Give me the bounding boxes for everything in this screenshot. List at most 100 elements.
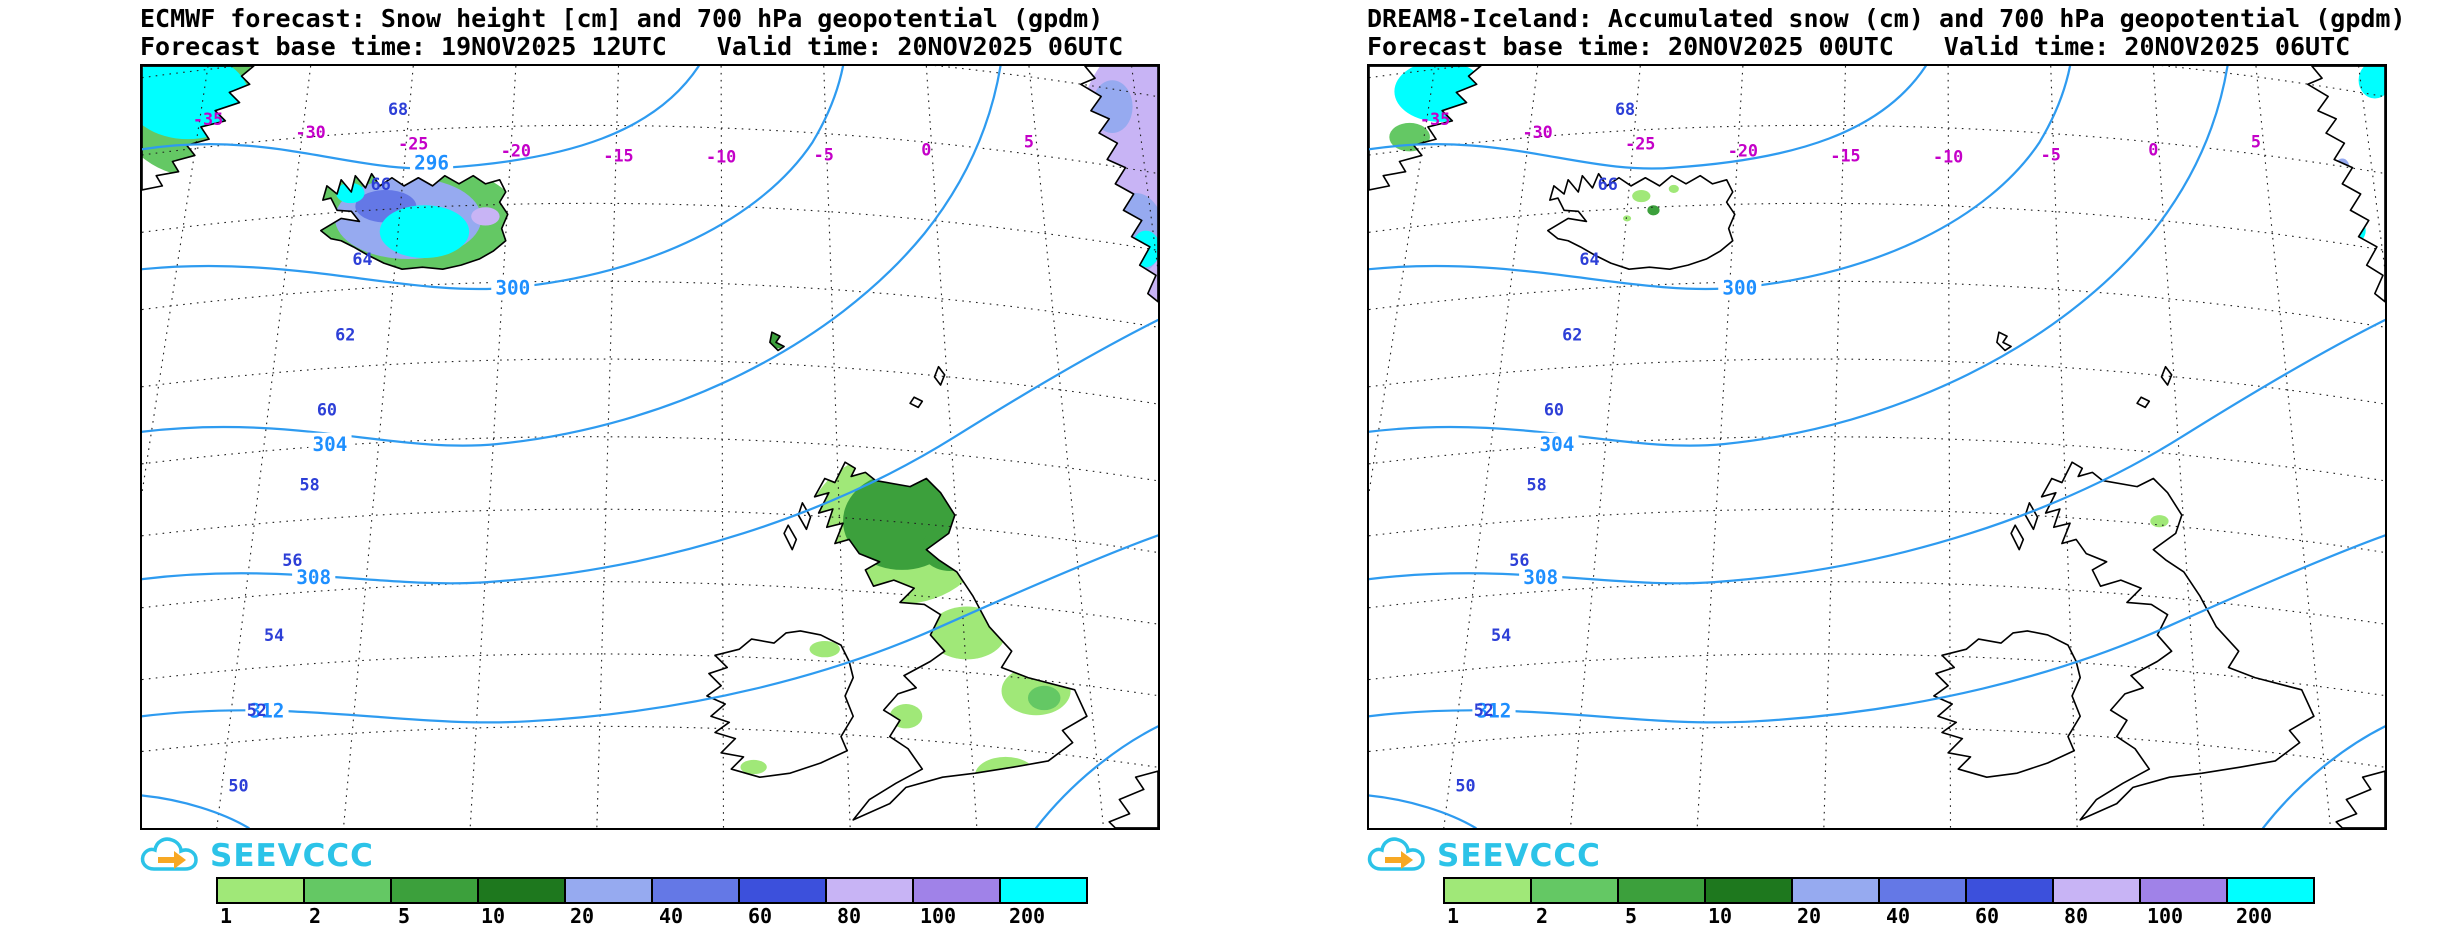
snow-legend: 1 2 5 10 20 40 60 80 100 200 [1443,877,2337,925]
latitude-labels: 68 66 64 62 60 58 56 54 52 50 [228,99,408,796]
svg-text:-35: -35 [1420,109,1450,129]
legend-value-label: 60 [1974,904,2000,925]
svg-text:60: 60 [1544,400,1564,420]
legend-color-box [912,877,1001,904]
seevccc-logo: SEEVCCC [1365,834,1601,878]
svg-text:58: 58 [300,475,320,495]
svg-text:5: 5 [1024,131,1034,151]
legend-value-label: 10 [480,904,506,925]
legend-value-label: 100 [2146,904,2184,925]
svg-text:0: 0 [2148,139,2158,159]
legend-value-label: 80 [2063,904,2089,925]
legend-color-box [651,877,740,904]
svg-text:312: 312 [1477,699,1512,722]
legend-color-box [2226,877,2315,904]
latitude-labels: 68 66 64 62 60 58 56 54 52 50 [1455,99,1635,796]
svg-text:64: 64 [1579,249,1599,269]
svg-text:-30: -30 [296,122,326,142]
legend-value-label: 5 [1624,904,1638,925]
svg-text:-15: -15 [603,146,633,166]
svg-text:-10: -10 [706,147,736,167]
legend-value-label: 40 [1885,904,1911,925]
legend-color-box [390,877,479,904]
legend-color-box [564,877,653,904]
base-time: Forecast base time: 19NOV2025 12UTC [140,32,667,61]
valid-time: Valid time: 20NOV2025 06UTC [716,32,1124,61]
svg-text:68: 68 [1615,99,1635,119]
geopotential-contours [1369,66,2385,828]
svg-text:300: 300 [1722,277,1757,300]
svg-text:52: 52 [247,700,267,720]
cloud-logo-icon [140,837,198,871]
svg-text:66: 66 [371,174,391,194]
legend-value-label: 200 [1008,904,1046,925]
svg-text:-20: -20 [501,140,531,160]
svg-text:64: 64 [352,249,372,269]
svg-text:52: 52 [1474,700,1494,720]
contour-labels: 296 300 304 308 312 [245,151,535,722]
svg-text:68: 68 [388,99,408,119]
legend-color-box [1704,877,1793,904]
svg-text:-10: -10 [1933,147,1963,167]
legend-color-box [1530,877,1619,904]
svg-text:54: 54 [1491,625,1511,645]
map-frame: 300 304 308 312 68 66 64 62 60 58 56 54 52 50 -35 -30 -2… [1367,64,2387,830]
graticule [142,66,1158,828]
legend-color-box [738,877,827,904]
svg-text:60: 60 [317,400,337,420]
legend-color-box [1965,877,2054,904]
svg-text:66: 66 [1598,174,1618,194]
page-title: ECMWF forecast: Snow height [cm] and 700… [140,4,1104,33]
legend-value-label: 10 [1707,904,1733,925]
coastlines [142,66,1158,828]
svg-text:296: 296 [414,152,449,175]
svg-text:312: 312 [250,699,285,722]
logo-text: SEEVCCC [210,838,374,874]
forecast-map: 29630030430831268666462605856545250-35-3… [142,66,1158,828]
svg-text:62: 62 [335,324,355,344]
svg-text:308: 308 [1523,566,1558,589]
valid-time: Valid time: 20NOV2025 06UTC [1943,32,2351,61]
svg-text:-20: -20 [1728,140,1758,160]
svg-text:-15: -15 [1830,146,1860,166]
legend-color-box [825,877,914,904]
logo-text: SEEVCCC [1437,838,1601,874]
svg-text:56: 56 [1509,550,1529,570]
svg-text:300: 300 [495,277,530,300]
map-frame: 296 300 304 308 312 68 66 64 62 60 58 56 54 52 50 -35 -3… [140,64,1160,830]
legend-value-label: 1 [1446,904,1460,925]
title-block: DREAM8-Iceland: Accumulated snow (cm) an… [1367,5,2406,61]
legend-color-bar [216,877,1110,904]
snow-legend: 1 2 5 10 20 40 60 80 100 200 [216,877,1110,925]
svg-text:-25: -25 [1625,133,1655,153]
legend-value-labels: 1 2 5 10 20 40 60 80 100 200 [1443,904,2337,925]
legend-value-label: 2 [308,904,322,925]
legend-value-label: 40 [658,904,684,925]
svg-text:-5: -5 [814,144,834,164]
legend-value-label: 1 [219,904,233,925]
cloud-logo-icon [1367,837,1425,871]
svg-text:-5: -5 [2041,144,2061,164]
legend-color-box [1791,877,1880,904]
legend-value-label: 20 [569,904,595,925]
legend-value-label: 60 [747,904,773,925]
svg-text:58: 58 [1527,475,1547,495]
svg-text:304: 304 [1540,433,1575,456]
legend-color-bar [1443,877,2337,904]
legend-value-labels: 1 2 5 10 20 40 60 80 100 200 [216,904,1110,925]
svg-text:304: 304 [313,433,348,456]
seevccc-logo: SEEVCCC [138,834,374,878]
legend-value-label: 20 [1796,904,1822,925]
legend-color-box [1617,877,1706,904]
forecast-times: Forecast base time: 19NOV2025 12UTC Valid… [140,33,1123,61]
svg-text:50: 50 [1455,775,1475,795]
svg-text:0: 0 [921,139,931,159]
svg-text:-25: -25 [398,133,428,153]
coastlines [1369,66,2385,828]
geopotential-contours [142,66,1158,828]
base-time: Forecast base time: 20NOV2025 00UTC [1367,32,1894,61]
svg-text:5: 5 [2251,131,2261,151]
svg-text:308: 308 [296,566,331,589]
svg-text:-35: -35 [193,109,223,129]
legend-color-box [2139,877,2228,904]
